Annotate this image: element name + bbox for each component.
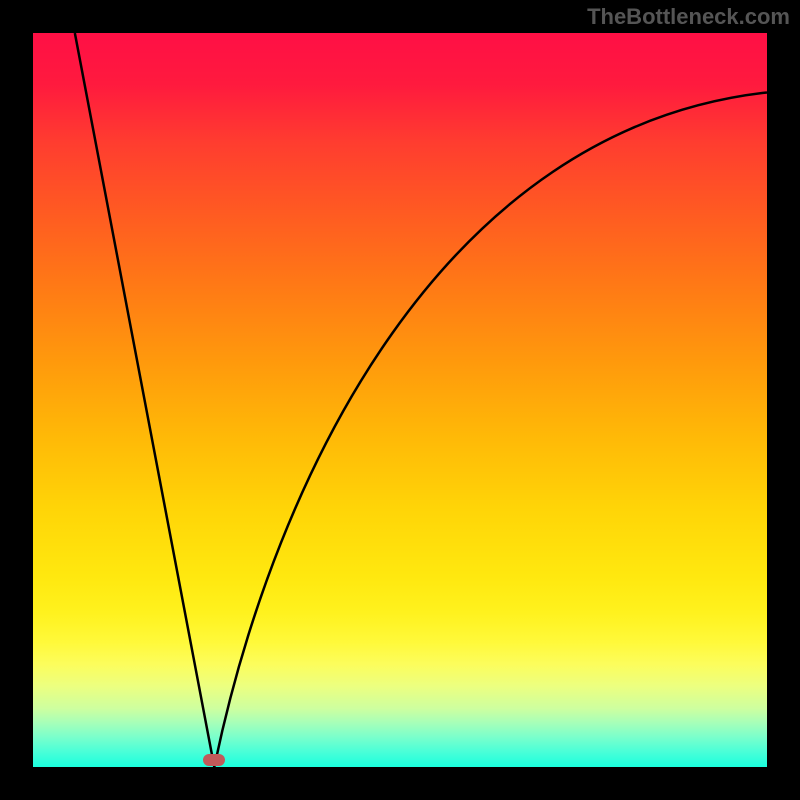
plot-area xyxy=(33,33,767,767)
optimum-marker xyxy=(203,754,225,766)
watermark-text: TheBottleneck.com xyxy=(587,4,790,30)
curve-layer xyxy=(33,33,767,767)
chart-container: TheBottleneck.com xyxy=(0,0,800,800)
bottleneck-curve xyxy=(75,33,767,767)
